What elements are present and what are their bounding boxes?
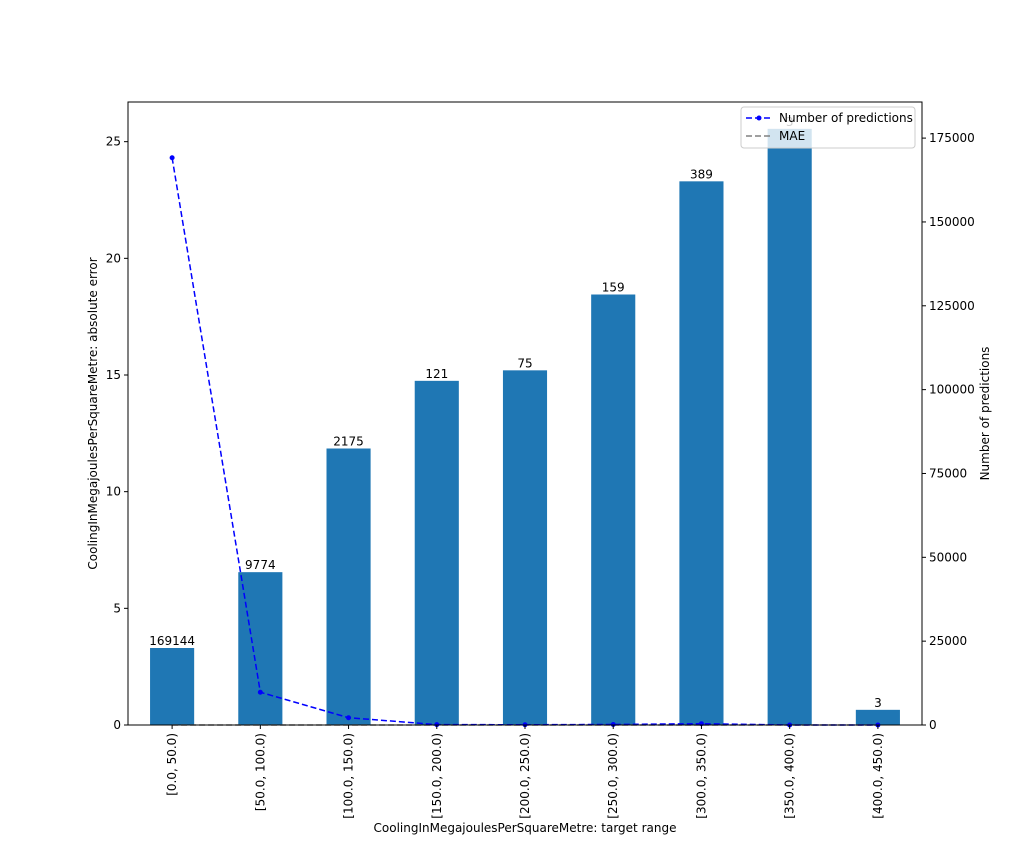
y2-tick-label: 150000 — [929, 215, 975, 229]
x-tick-label: [400.0, 450.0) — [871, 733, 885, 819]
bar-value-label: 389 — [690, 167, 713, 181]
y2-tick-label: 100000 — [929, 383, 975, 397]
x-tick-label: [150.0, 200.0) — [430, 733, 444, 819]
bar-value-label: 159 — [602, 281, 625, 295]
x-tick-label: [0.0, 50.0) — [165, 733, 179, 796]
bar-value-label: 2175 — [333, 435, 364, 449]
y2-tick-label: 25000 — [929, 634, 967, 648]
bar — [150, 648, 195, 725]
x-tick-label: [50.0, 100.0) — [253, 733, 267, 811]
bar-value-label: 75 — [517, 356, 532, 370]
y-tick-label: 10 — [106, 485, 121, 499]
x-tick-label: [200.0, 250.0) — [518, 733, 532, 819]
x-tick-label: [300.0, 350.0) — [694, 733, 708, 819]
prediction-point — [257, 689, 263, 695]
bar — [855, 709, 900, 725]
bar — [679, 181, 724, 726]
bar — [238, 572, 283, 725]
bar — [591, 294, 636, 725]
x-tick-label: [250.0, 300.0) — [606, 733, 620, 819]
y-axis-ticks: 0 5 10 15 20 25 — [106, 135, 128, 732]
bars-group — [150, 128, 900, 726]
y-tick-label: 20 — [106, 251, 121, 265]
y2-tick-label: 0 — [929, 718, 937, 732]
y-tick-label: 0 — [113, 718, 121, 732]
bar-value-label: 9774 — [245, 558, 276, 572]
y2-axis-label: Number of predictions — [978, 347, 992, 481]
y2-tick-label: 50000 — [929, 550, 967, 564]
prediction-point — [610, 721, 616, 727]
y-tick-label: 5 — [113, 601, 121, 615]
bar — [414, 380, 459, 725]
y2-tick-label: 75000 — [929, 466, 967, 480]
y2-axis-ticks: 0 25000 50000 75000 100000 125000 150000 175000 — [922, 131, 975, 732]
y2-tick-label: 125000 — [929, 299, 975, 313]
legend-box — [740, 106, 916, 149]
x-axis-ticks: [0.0, 50.0) [50.0, 100.0) [100.0, 150.0) [1… — [165, 725, 885, 819]
bar-value-label: 3 — [874, 696, 882, 710]
y-tick-label: 15 — [106, 368, 121, 382]
bar-value-label: 169144 — [149, 634, 195, 648]
x-tick-label: [350.0, 400.0) — [783, 733, 797, 819]
legend-predictions-label: Number of predictions — [779, 111, 913, 125]
legend-mae-label: MAE — [779, 129, 805, 143]
x-axis-label: CoolingInMegajoulesPerSquareMetre: targe… — [374, 821, 677, 835]
prediction-point — [169, 155, 175, 161]
y-tick-label: 25 — [106, 135, 121, 149]
bar — [326, 448, 371, 725]
bar — [502, 370, 548, 725]
y2-tick-label: 175000 — [929, 131, 975, 145]
bar-value-label: 121 — [425, 367, 448, 381]
legend-predictions-marker — [756, 115, 762, 121]
prediction-point — [346, 715, 352, 721]
x-tick-label: [100.0, 150.0) — [342, 733, 356, 819]
y-axis-label: CoolingInMegajoulesPerSquareMetre: absol… — [86, 257, 100, 569]
bar — [767, 128, 812, 726]
legend: Number of predictions MAE — [740, 106, 916, 149]
